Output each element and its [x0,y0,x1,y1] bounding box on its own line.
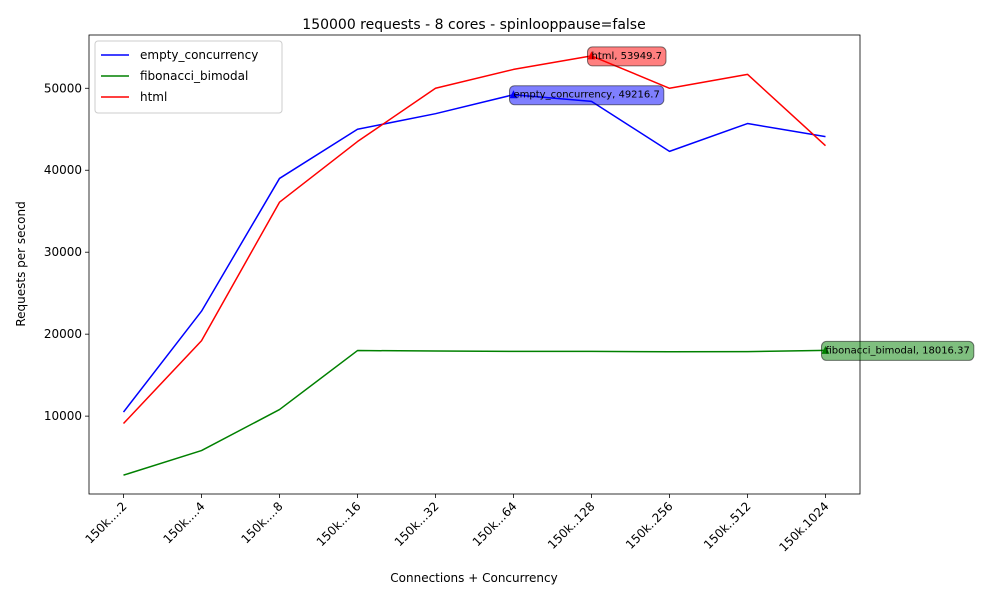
series-layer [122,55,827,476]
x-tick-label-2: 150k....8 [238,499,285,546]
legend-label-empty_concurrency: empty_concurrency [140,48,258,62]
legend-label-html: html [140,90,167,104]
annotation-fibonacci_bimodal: fibonacci_bimodal, 18016.37 [821,340,975,361]
series-line-html [122,55,827,425]
series-line-fibonacci_bimodal [123,349,826,476]
x-tick-label-9: 150k.1024 [776,499,831,554]
annotation-html: html, 53949.7 [587,46,667,67]
chart-title: 150000 requests - 8 cores - spinlooppaus… [302,17,645,33]
annotation-box-empty_concurrency [509,85,665,106]
legend-label-fibonacci_bimodal: fibonacci_bimodal [140,69,248,83]
annotation-empty_concurrency: empty_concurrency, 49216.7 [509,85,665,106]
x-tick-label-4: 150k...32 [392,499,442,549]
x-tick-label-8: 150k..512 [701,499,754,552]
annotation-label-fibonacci_bimodal: fibonacci_bimodal, 18016.37 [826,345,970,356]
x-tick-label-7: 150k..256 [623,499,676,552]
x-tick-label-5: 150k...64 [470,499,520,549]
x-tick-label-0: 150k....2 [82,499,129,546]
y-tick-label-2: 30000 [44,245,82,259]
axes-frame [88,34,861,495]
x-tick-label-1: 150k....4 [160,499,207,546]
x-tick-label-3: 150k...16 [314,499,364,549]
y-tick-label-4: 50000 [44,81,82,95]
annotation-box-fibonacci_bimodal [821,340,975,361]
y-tick-label-3: 40000 [44,163,82,177]
y-tick-label-0: 10000 [44,409,82,423]
annotation-layer: html, 53949.7 empty_concurrency, 49216.7 f… [509,46,975,361]
legend-box [94,40,283,114]
annotation-label-html: html, 53949.7 [592,51,663,62]
series-line-empty_concurrency [122,93,826,413]
annotation-box-html [587,46,667,67]
y-tick-label-1: 20000 [44,327,82,341]
y-axis-label: Requests per second [14,201,28,326]
x-axis-label: Connections + Concurrency [390,571,557,585]
x-tick-label-6: 150k..128 [545,499,598,552]
annotation-label-empty_concurrency: empty_concurrency, 49216.7 [514,90,660,101]
